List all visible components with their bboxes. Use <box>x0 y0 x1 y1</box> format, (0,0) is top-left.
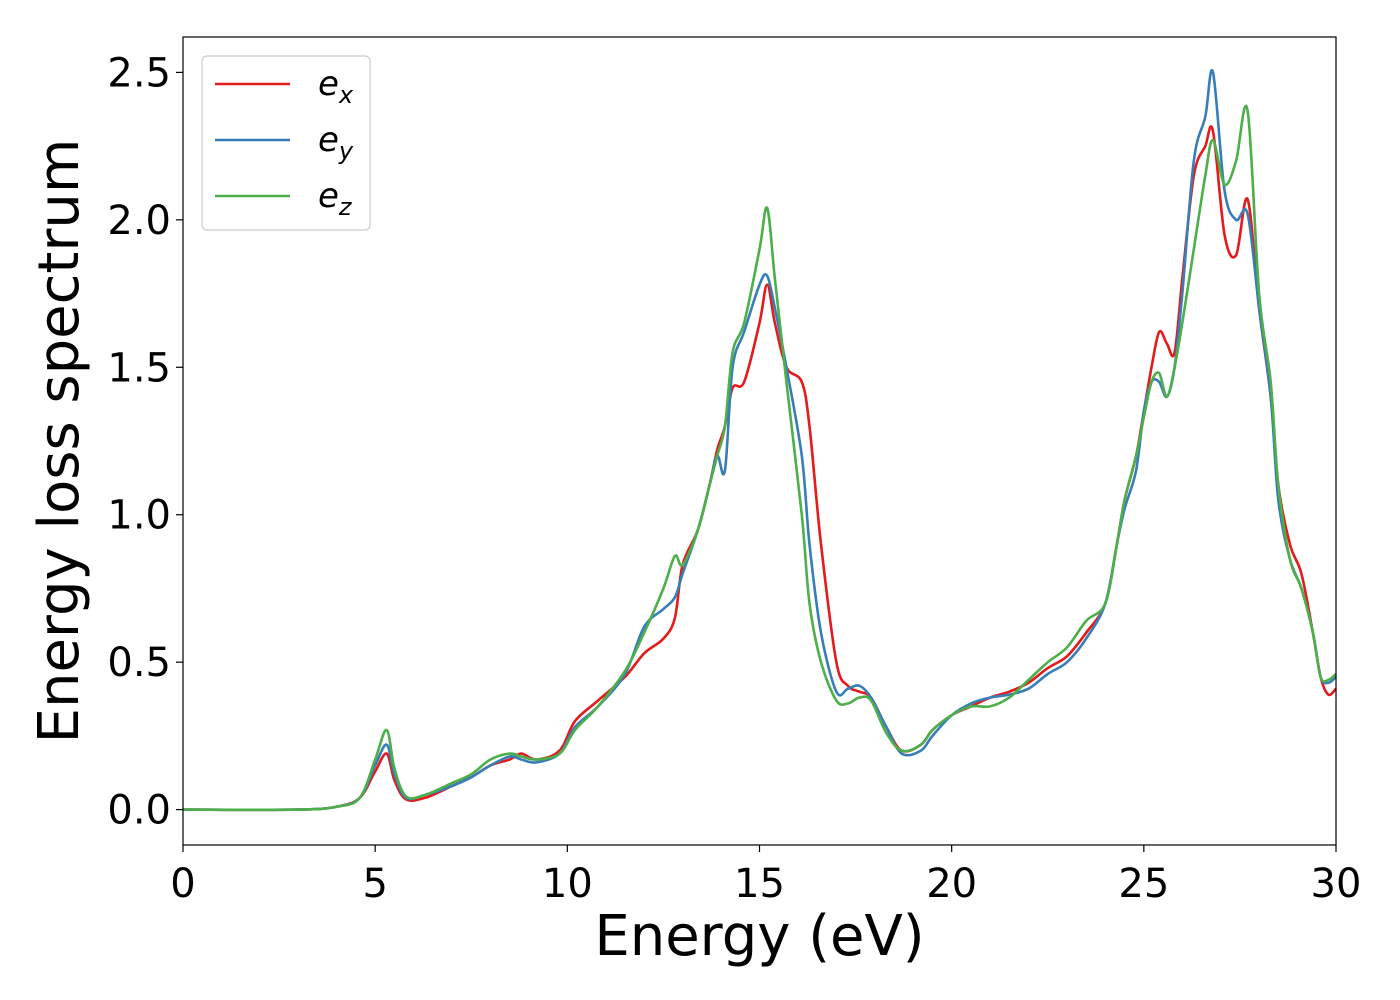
x-axis: 0 5 10 15 20 25 30 <box>170 845 1361 907</box>
x-tick-label: 30 <box>1311 861 1362 907</box>
y-tick-label: 0.0 <box>107 788 171 834</box>
y-tick-label: 1.0 <box>107 493 171 539</box>
series-line-ey <box>182 68 1337 812</box>
y-tick-label: 2.0 <box>107 198 171 244</box>
y-axis-title: Energy loss spectrum <box>27 139 92 744</box>
x-axis-title: Energy (eV) <box>594 904 924 969</box>
y-axis: 0.0 0.5 1.0 1.5 2.0 2.5 <box>107 50 183 834</box>
x-tick-label: 0 <box>170 861 195 907</box>
series-layer <box>182 68 1337 812</box>
series-line-ex <box>182 125 1337 812</box>
x-tick-label: 25 <box>1118 861 1169 907</box>
y-tick-label: 2.5 <box>107 50 171 96</box>
x-tick-label: 5 <box>362 861 387 907</box>
y-tick-label: 1.5 <box>107 345 171 391</box>
x-tick-label: 20 <box>926 861 977 907</box>
legend-box <box>201 55 371 231</box>
y-tick-label: 0.5 <box>107 640 171 686</box>
x-tick-label: 10 <box>542 861 593 907</box>
x-tick-label: 15 <box>734 861 785 907</box>
series-line-ez <box>182 104 1337 812</box>
